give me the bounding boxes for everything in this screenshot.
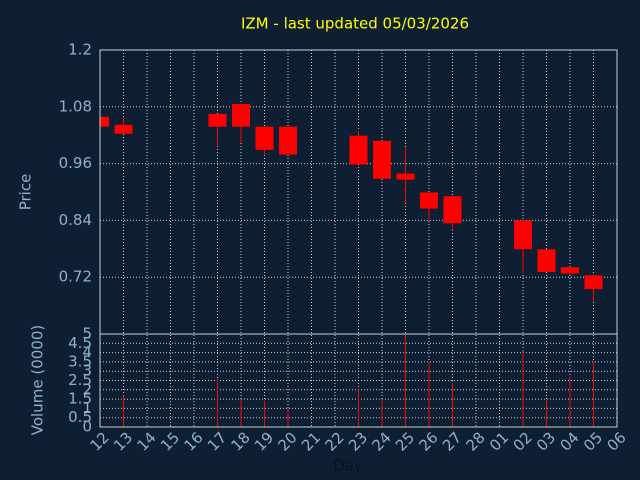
x-tick-label: 05 <box>580 429 606 455</box>
candle-body <box>420 192 438 209</box>
y-axis-label: Price <box>17 174 35 211</box>
candle-body <box>255 126 274 150</box>
volume-tick-label: 2.5 <box>68 371 92 389</box>
volume-tick-label: 1 <box>82 399 92 417</box>
x-tick-label: 06 <box>604 429 630 455</box>
volume-tick-label: 4.5 <box>68 334 92 352</box>
x-tick-label: 23 <box>345 429 371 455</box>
volume-tick-label: 2 <box>82 380 92 398</box>
x-tick-label: 02 <box>510 429 536 455</box>
volume-axis-label: Volume (0000) <box>29 325 47 435</box>
candle-body <box>208 113 227 127</box>
price-plot <box>100 103 603 302</box>
x-tick-label: 03 <box>533 429 559 455</box>
x-tick-label: 01 <box>486 429 512 455</box>
volume-tick-label: 3 <box>82 362 92 380</box>
x-tick-label: 20 <box>275 429 301 455</box>
x-tick-label: 25 <box>392 429 418 455</box>
x-tick-label: 21 <box>298 429 324 455</box>
x-tick-label: 15 <box>157 429 183 455</box>
candle-body <box>373 140 391 179</box>
volume-tick-label: 4 <box>82 343 92 361</box>
x-tick-label: 14 <box>134 429 160 455</box>
candle-body <box>349 135 368 165</box>
x-tick-label: 18 <box>228 429 254 455</box>
y-tick-label: 0.72 <box>59 268 92 286</box>
volume-tick-label: 0.5 <box>68 408 92 426</box>
volume-tick-label: 3.5 <box>68 352 92 370</box>
x-axis-label: Day <box>333 457 363 475</box>
candle-body <box>279 126 297 155</box>
chart-title: IZM - last updated 05/03/2026 <box>241 15 469 33</box>
x-tick-label: 17 <box>204 429 230 455</box>
candle-body <box>396 173 415 180</box>
x-tick-label: 19 <box>251 429 277 455</box>
y-tick-label: 0.96 <box>59 154 92 172</box>
y-tick-label: 1.2 <box>68 41 92 59</box>
candle-body <box>561 267 579 274</box>
x-tick-label: 27 <box>439 429 465 455</box>
x-tick-label: 16 <box>181 429 207 455</box>
y-tick-label: 1.08 <box>59 97 92 115</box>
candle-body <box>443 196 462 224</box>
candle-body <box>514 220 532 250</box>
volume-tick-label: 1.5 <box>68 390 92 408</box>
volume-tick-label: 0 <box>82 418 92 436</box>
candle-body <box>114 124 133 134</box>
x-tick-label: 13 <box>110 429 136 455</box>
x-tick-label: 22 <box>322 429 348 455</box>
y-tick-label: 0.84 <box>59 211 92 229</box>
plot-frame <box>99 333 618 428</box>
candle-body <box>100 116 109 127</box>
candle-body <box>232 103 250 127</box>
volume-plot <box>123 334 594 427</box>
x-tick-label: 04 <box>557 429 583 455</box>
candle-body <box>537 249 556 272</box>
candle-body <box>584 275 603 290</box>
x-tick-label: 28 <box>463 429 489 455</box>
volume-tick-label: 5 <box>82 325 92 343</box>
x-tick-label: 24 <box>369 429 395 455</box>
x-tick-label: 26 <box>416 429 442 455</box>
